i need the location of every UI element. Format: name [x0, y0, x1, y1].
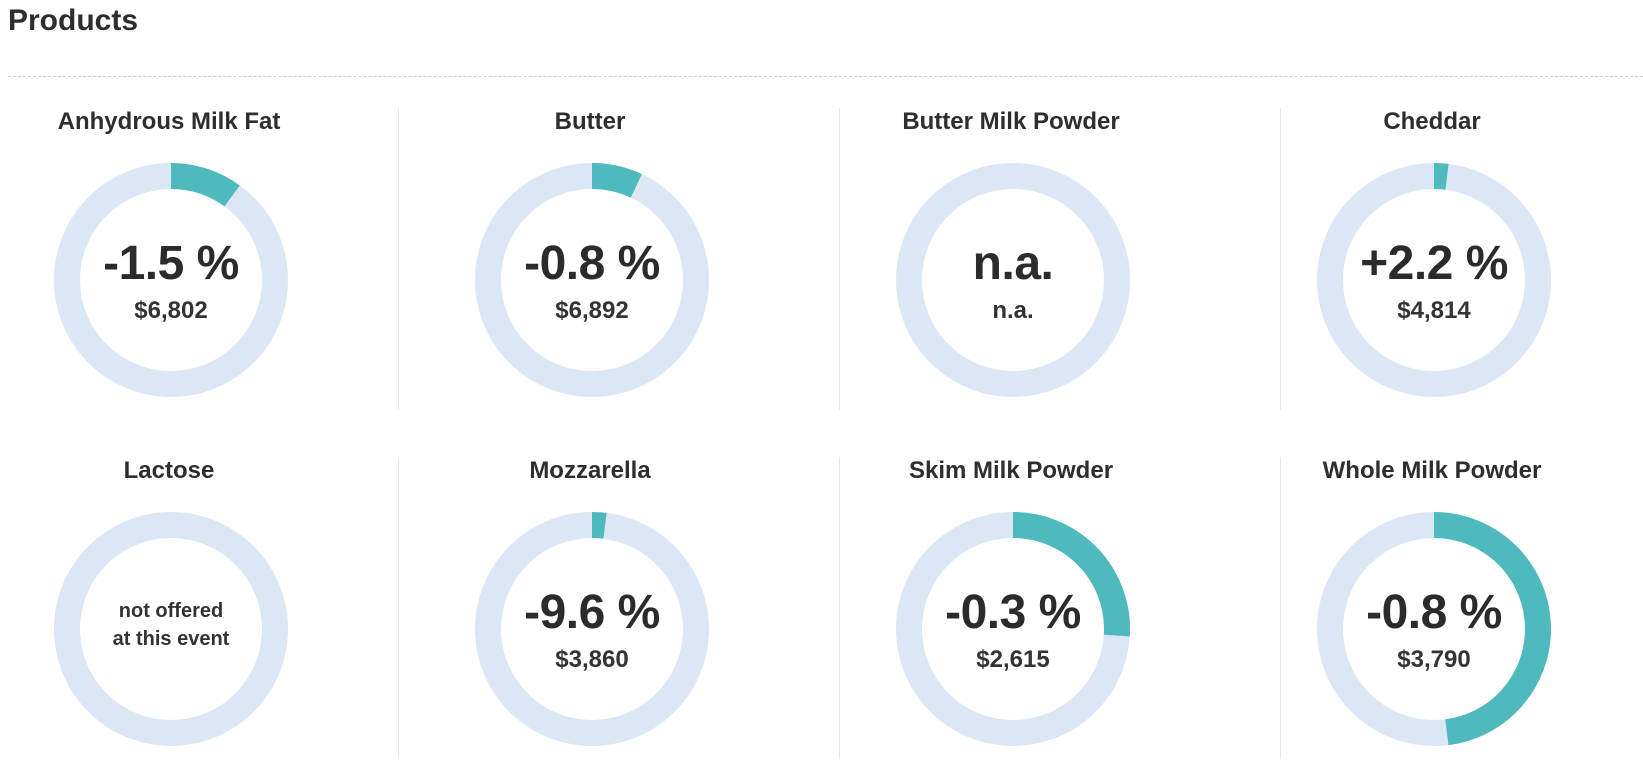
product-card[interactable]: Skim Milk Powder -0.3 % $2,615: [812, 457, 1210, 757]
donut-track: [54, 512, 288, 746]
donut-chart: -9.6 % $3,860: [474, 511, 710, 747]
column-divider: [1280, 108, 1281, 410]
donut-track: [896, 163, 1130, 397]
price-change: n.a.: [972, 237, 1054, 290]
product-card[interactable]: Butter -0.8 % $6,892: [391, 108, 789, 408]
donut-fill-arc: [1317, 163, 1551, 397]
donut-svg: [54, 163, 288, 397]
title-divider: [8, 76, 1643, 77]
price-change: -0.8 %: [1366, 586, 1502, 639]
column-divider: [839, 108, 840, 410]
price-value: $6,802: [134, 297, 208, 324]
price-value: $2,615: [976, 646, 1050, 673]
product-card[interactable]: Whole Milk Powder -0.8 % $3,790: [1233, 457, 1631, 757]
donut-fill-arc: [54, 163, 288, 397]
donut-center: not offered at this event: [53, 511, 289, 747]
donut-center: -0.8 % $6,892: [474, 162, 710, 398]
price-change: -0.8 %: [524, 237, 660, 290]
donut-fill-arc: [896, 512, 1130, 746]
price-value: n.a.: [992, 297, 1034, 324]
donut-chart: n.a. n.a.: [895, 162, 1131, 398]
product-name: Whole Milk Powder: [1322, 457, 1542, 484]
product-card[interactable]: Mozzarella -9.6 % $3,860: [391, 457, 789, 757]
donut-fill-arc: [475, 163, 709, 397]
column-divider: [398, 108, 399, 410]
price-change: -1.5 %: [103, 237, 239, 290]
donut-center: -0.8 % $3,790: [1316, 511, 1552, 747]
price-change: -0.3 %: [945, 586, 1081, 639]
column-divider: [1280, 457, 1281, 759]
product-name: Lactose: [123, 457, 215, 484]
donut-fill-arc: [1317, 512, 1551, 746]
price-change: -9.6 %: [524, 586, 660, 639]
donut-svg: [475, 512, 709, 746]
column-divider: [398, 457, 399, 759]
donut-center: -9.6 % $3,860: [474, 511, 710, 747]
donut-chart: -0.3 % $2,615: [895, 511, 1131, 747]
donut-svg: [54, 512, 288, 746]
donut-chart: -0.8 % $6,892: [474, 162, 710, 398]
product-name: Cheddar: [1383, 108, 1481, 135]
donut-svg: [896, 163, 1130, 397]
donut-center: -1.5 % $6,802: [53, 162, 289, 398]
page-title: Products: [8, 4, 139, 37]
product-name: Butter Milk Powder: [902, 108, 1120, 135]
donut-chart: -0.8 % $3,790: [1316, 511, 1552, 747]
donut-center: -0.3 % $2,615: [895, 511, 1131, 747]
product-card[interactable]: Butter Milk Powder n.a. n.a.: [812, 108, 1210, 408]
column-divider: [839, 457, 840, 759]
product-name: Butter: [554, 108, 626, 135]
price-change: +2.2 %: [1360, 237, 1508, 290]
donut-center: +2.2 % $4,814: [1316, 162, 1552, 398]
product-card[interactable]: Anhydrous Milk Fat -1.5 % $6,802: [0, 108, 368, 408]
donut-svg: [1317, 163, 1551, 397]
donut-fill-arc: [475, 512, 709, 746]
donut-svg: [475, 163, 709, 397]
price-value: $6,892: [555, 297, 629, 324]
product-name: Mozzarella: [529, 457, 651, 484]
product-name: Skim Milk Powder: [908, 457, 1114, 484]
price-value: $4,814: [1397, 297, 1471, 324]
product-name: Anhydrous Milk Fat: [57, 108, 281, 135]
donut-chart: -1.5 % $6,802: [53, 162, 289, 398]
price-value: $3,790: [1397, 646, 1471, 673]
availability-note: not offered at this event: [112, 600, 230, 650]
price-value: $3,860: [555, 646, 629, 673]
donut-svg: [896, 512, 1130, 746]
donut-chart: not offered at this event: [53, 511, 289, 747]
donut-center: n.a. n.a.: [895, 162, 1131, 398]
donut-svg: [1317, 512, 1551, 746]
product-card[interactable]: Lactose not offered at this event: [0, 457, 368, 757]
donut-chart: +2.2 % $4,814: [1316, 162, 1552, 398]
product-card[interactable]: Cheddar +2.2 % $4,814: [1233, 108, 1631, 408]
